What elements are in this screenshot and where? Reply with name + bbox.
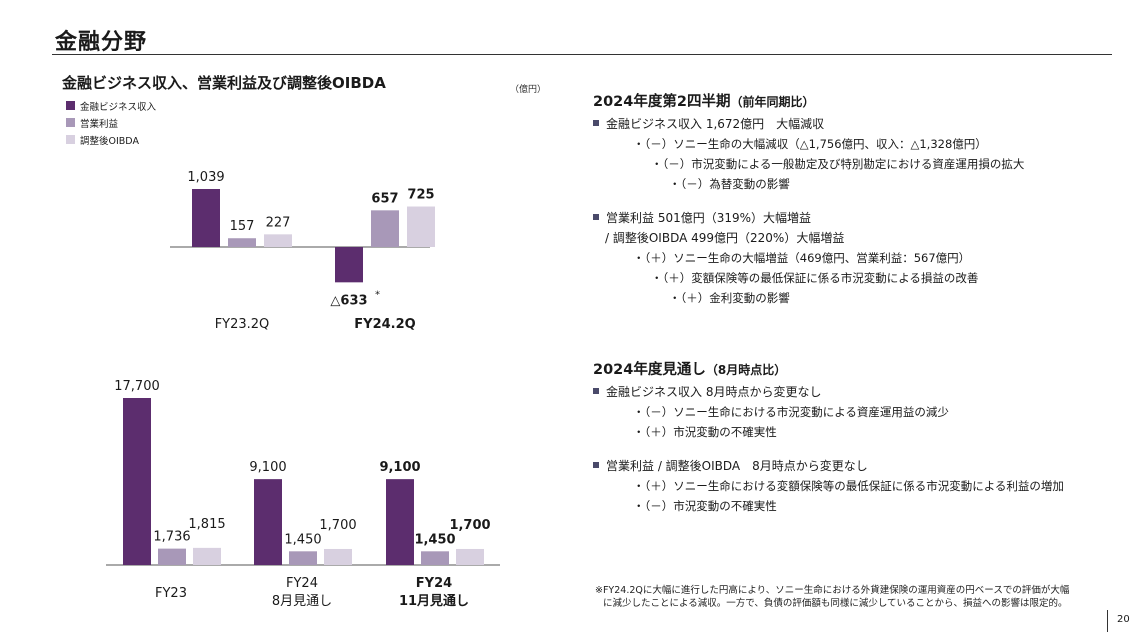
legend-swatch-oibda xyxy=(66,135,75,144)
bar xyxy=(192,189,220,247)
chart-title: 金融ビジネス収入、営業利益及び調整後OIBDA xyxy=(62,74,386,92)
bar xyxy=(264,234,292,247)
legend-item-operating: 営業利益 xyxy=(66,114,156,131)
category-label: FY24 xyxy=(416,576,452,591)
detail-line: ・（＋）変額保険等の最低保証に係る市況変動による損益の改善 xyxy=(651,271,979,285)
bar xyxy=(254,479,282,565)
bar xyxy=(158,548,186,565)
chart-legend: 金融ビジネス収入 営業利益 調整後OIBDA xyxy=(66,97,156,148)
page-number-divider xyxy=(1107,610,1108,632)
category-label: FY23 xyxy=(155,586,187,601)
bullet-subline: / 調整後OIBDA 499億円（220%）大幅増益 xyxy=(605,231,845,245)
bar xyxy=(456,548,484,565)
data-label: 1,700 xyxy=(449,518,490,533)
category-label: 8月見通し xyxy=(272,594,332,609)
bullet-text: 金融ビジネス収入 8月時点から変更なし xyxy=(606,385,822,399)
footnote: ※FY24.2Qに大幅に進行した円高により、ソニー生命における外貨建保険の運用資… xyxy=(595,584,1069,610)
data-label: 1,450 xyxy=(284,532,321,547)
category-label: FY24 xyxy=(286,576,318,591)
bar xyxy=(228,238,256,247)
legend-swatch-operating xyxy=(66,118,75,127)
detail-line: ・（－）ソニー生命の大幅減収（△1,756億円、収入：△1,328億円） xyxy=(633,137,987,151)
legend-label: 調整後OIBDA xyxy=(80,135,139,147)
bullet-text: 金融ビジネス収入 1,672億円 大幅減収 xyxy=(606,117,825,131)
bar xyxy=(421,551,449,565)
square-bullet-icon xyxy=(593,214,599,220)
page-number: 20 xyxy=(1117,614,1130,625)
data-label: 9,100 xyxy=(249,460,286,475)
data-label: 725 xyxy=(407,188,434,203)
fy-bullet-profit: 営業利益 / 調整後OIBDA 8月時点から変更なし xyxy=(593,456,1064,476)
legend-item-oibda: 調整後OIBDA xyxy=(66,131,156,148)
title-divider xyxy=(52,54,1112,55)
detail-line: ・（－）市況変動の不確実性 xyxy=(633,499,777,513)
legend-label: 金融ビジネス収入 xyxy=(80,101,157,113)
q2-heading-main: 2024年度第2四半期 xyxy=(593,94,731,110)
detail-line: ・（＋）ソニー生命の大幅増益（469億円、営業利益：567億円） xyxy=(633,251,971,265)
bullet-text: 営業利益 / 調整後OIBDA 8月時点から変更なし xyxy=(606,459,868,473)
data-label: 1,450 xyxy=(414,532,455,547)
legend-swatch-revenue xyxy=(66,101,75,110)
bar xyxy=(289,551,317,565)
page-title: 金融分野 xyxy=(55,30,148,55)
data-label: 1,736 xyxy=(153,530,190,545)
q2-heading: 2024年度第2四半期（前年同期比） xyxy=(593,92,1024,112)
bullet-text: 営業利益 501億円（319%）大幅増益 xyxy=(606,211,812,225)
annotation-asterisk: * xyxy=(375,289,380,300)
legend-label: 営業利益 xyxy=(80,118,119,130)
data-label: 157 xyxy=(230,219,255,234)
square-bullet-icon xyxy=(593,462,599,468)
bar xyxy=(335,247,363,283)
category-label: FY24.2Q xyxy=(354,317,415,332)
detail-line: ・（－）ソニー生命における市況変動による資産運用益の減少 xyxy=(633,405,949,419)
data-label: 1,700 xyxy=(319,518,356,533)
footnote-line: ※FY24.2Qに大幅に進行した円高により、ソニー生命における外貨建保険の運用資… xyxy=(595,585,1070,596)
data-label: 657 xyxy=(371,191,398,206)
detail-line: ・（＋）ソニー生命における変額保険等の最低保証に係る市況変動による利益の増加 xyxy=(633,479,1064,493)
bar xyxy=(386,479,414,565)
bar xyxy=(324,548,352,565)
bar xyxy=(407,206,435,247)
fy-heading-sub: （8月時点比） xyxy=(705,363,787,377)
legend-item-revenue: 金融ビジネス収入 xyxy=(66,97,156,114)
data-label: 1,039 xyxy=(187,170,224,185)
q2-section: 2024年度第2四半期（前年同期比） 金融ビジネス収入 1,672億円 大幅減収… xyxy=(593,92,1024,308)
data-label: 1,815 xyxy=(188,517,225,532)
data-label: 9,100 xyxy=(379,460,420,475)
forecast-section: 2024年度見通し（8月時点比） 金融ビジネス収入 8月時点から変更なし ・（－… xyxy=(593,360,1064,516)
q2-bullet-profit: 営業利益 501億円（319%）大幅増益 xyxy=(593,208,1024,228)
detail-line: ・（＋）市況変動の不確実性 xyxy=(633,425,777,439)
bar-charts: 1,039 △633 * 157 657 227 725 FY23.2Q FY24.2Q 17,7… xyxy=(106,170,500,609)
fy-heading: 2024年度見通し（8月時点比） xyxy=(593,360,1064,380)
fy-bullet-revenue: 金融ビジネス収入 8月時点から変更なし xyxy=(593,382,1064,402)
square-bullet-icon xyxy=(593,388,599,394)
detail-line: ・（－）市況変動による一般勘定及び特別勘定における資産運用損の拡大 xyxy=(651,157,1025,171)
bar xyxy=(123,398,151,565)
detail-line: ・（＋）金利変動の影響 xyxy=(669,291,790,305)
square-bullet-icon xyxy=(593,120,599,126)
bar xyxy=(193,547,221,565)
q2-heading-sub: （前年同期比） xyxy=(730,95,815,109)
data-label: △633 xyxy=(330,293,367,308)
q2-bullet-revenue: 金融ビジネス収入 1,672億円 大幅減収 xyxy=(593,114,1024,134)
category-label: FY23.2Q xyxy=(215,317,270,332)
footnote-line: に減少したことによる減収。一方で、負債の評価額も同様に減少していることから、損益… xyxy=(603,598,1068,609)
data-label: 17,700 xyxy=(114,379,160,394)
data-label: 227 xyxy=(266,215,291,230)
fy-heading-main: 2024年度見通し xyxy=(593,362,706,378)
bar xyxy=(371,210,399,247)
category-label: 11月見通し xyxy=(399,593,469,609)
unit-label: （億円） xyxy=(510,85,547,95)
detail-line: ・（－）為替変動の影響 xyxy=(669,177,790,191)
